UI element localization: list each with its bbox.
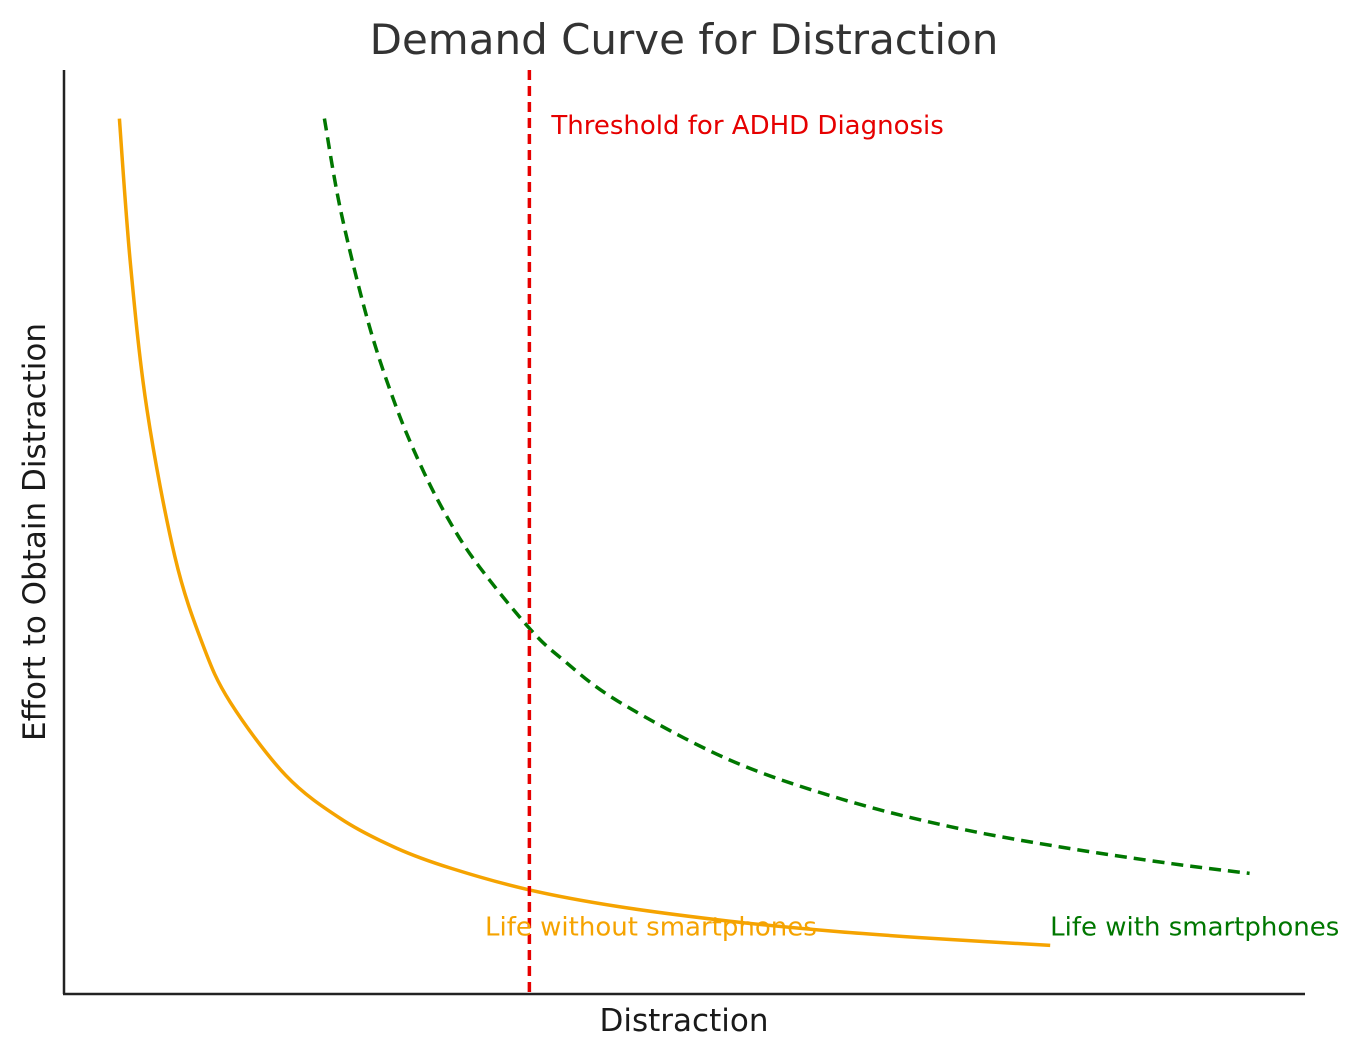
x-axis-label: Distraction xyxy=(600,1003,769,1039)
annotation-life-without-smartphones: Life without smartphones xyxy=(485,913,817,943)
y-axis-label: Effort to Obtain Distraction xyxy=(17,323,53,741)
annotation-life-with-smartphones: Life with smartphones xyxy=(1050,913,1339,943)
series-line-with-smartphones xyxy=(322,118,1250,876)
threshold-label: Threshold for ADHD Diagnosis xyxy=(550,111,943,141)
series-line-without-smartphones xyxy=(117,118,1051,948)
series-layer xyxy=(117,118,1250,948)
chart-title: Demand Curve for Distraction xyxy=(370,15,999,64)
